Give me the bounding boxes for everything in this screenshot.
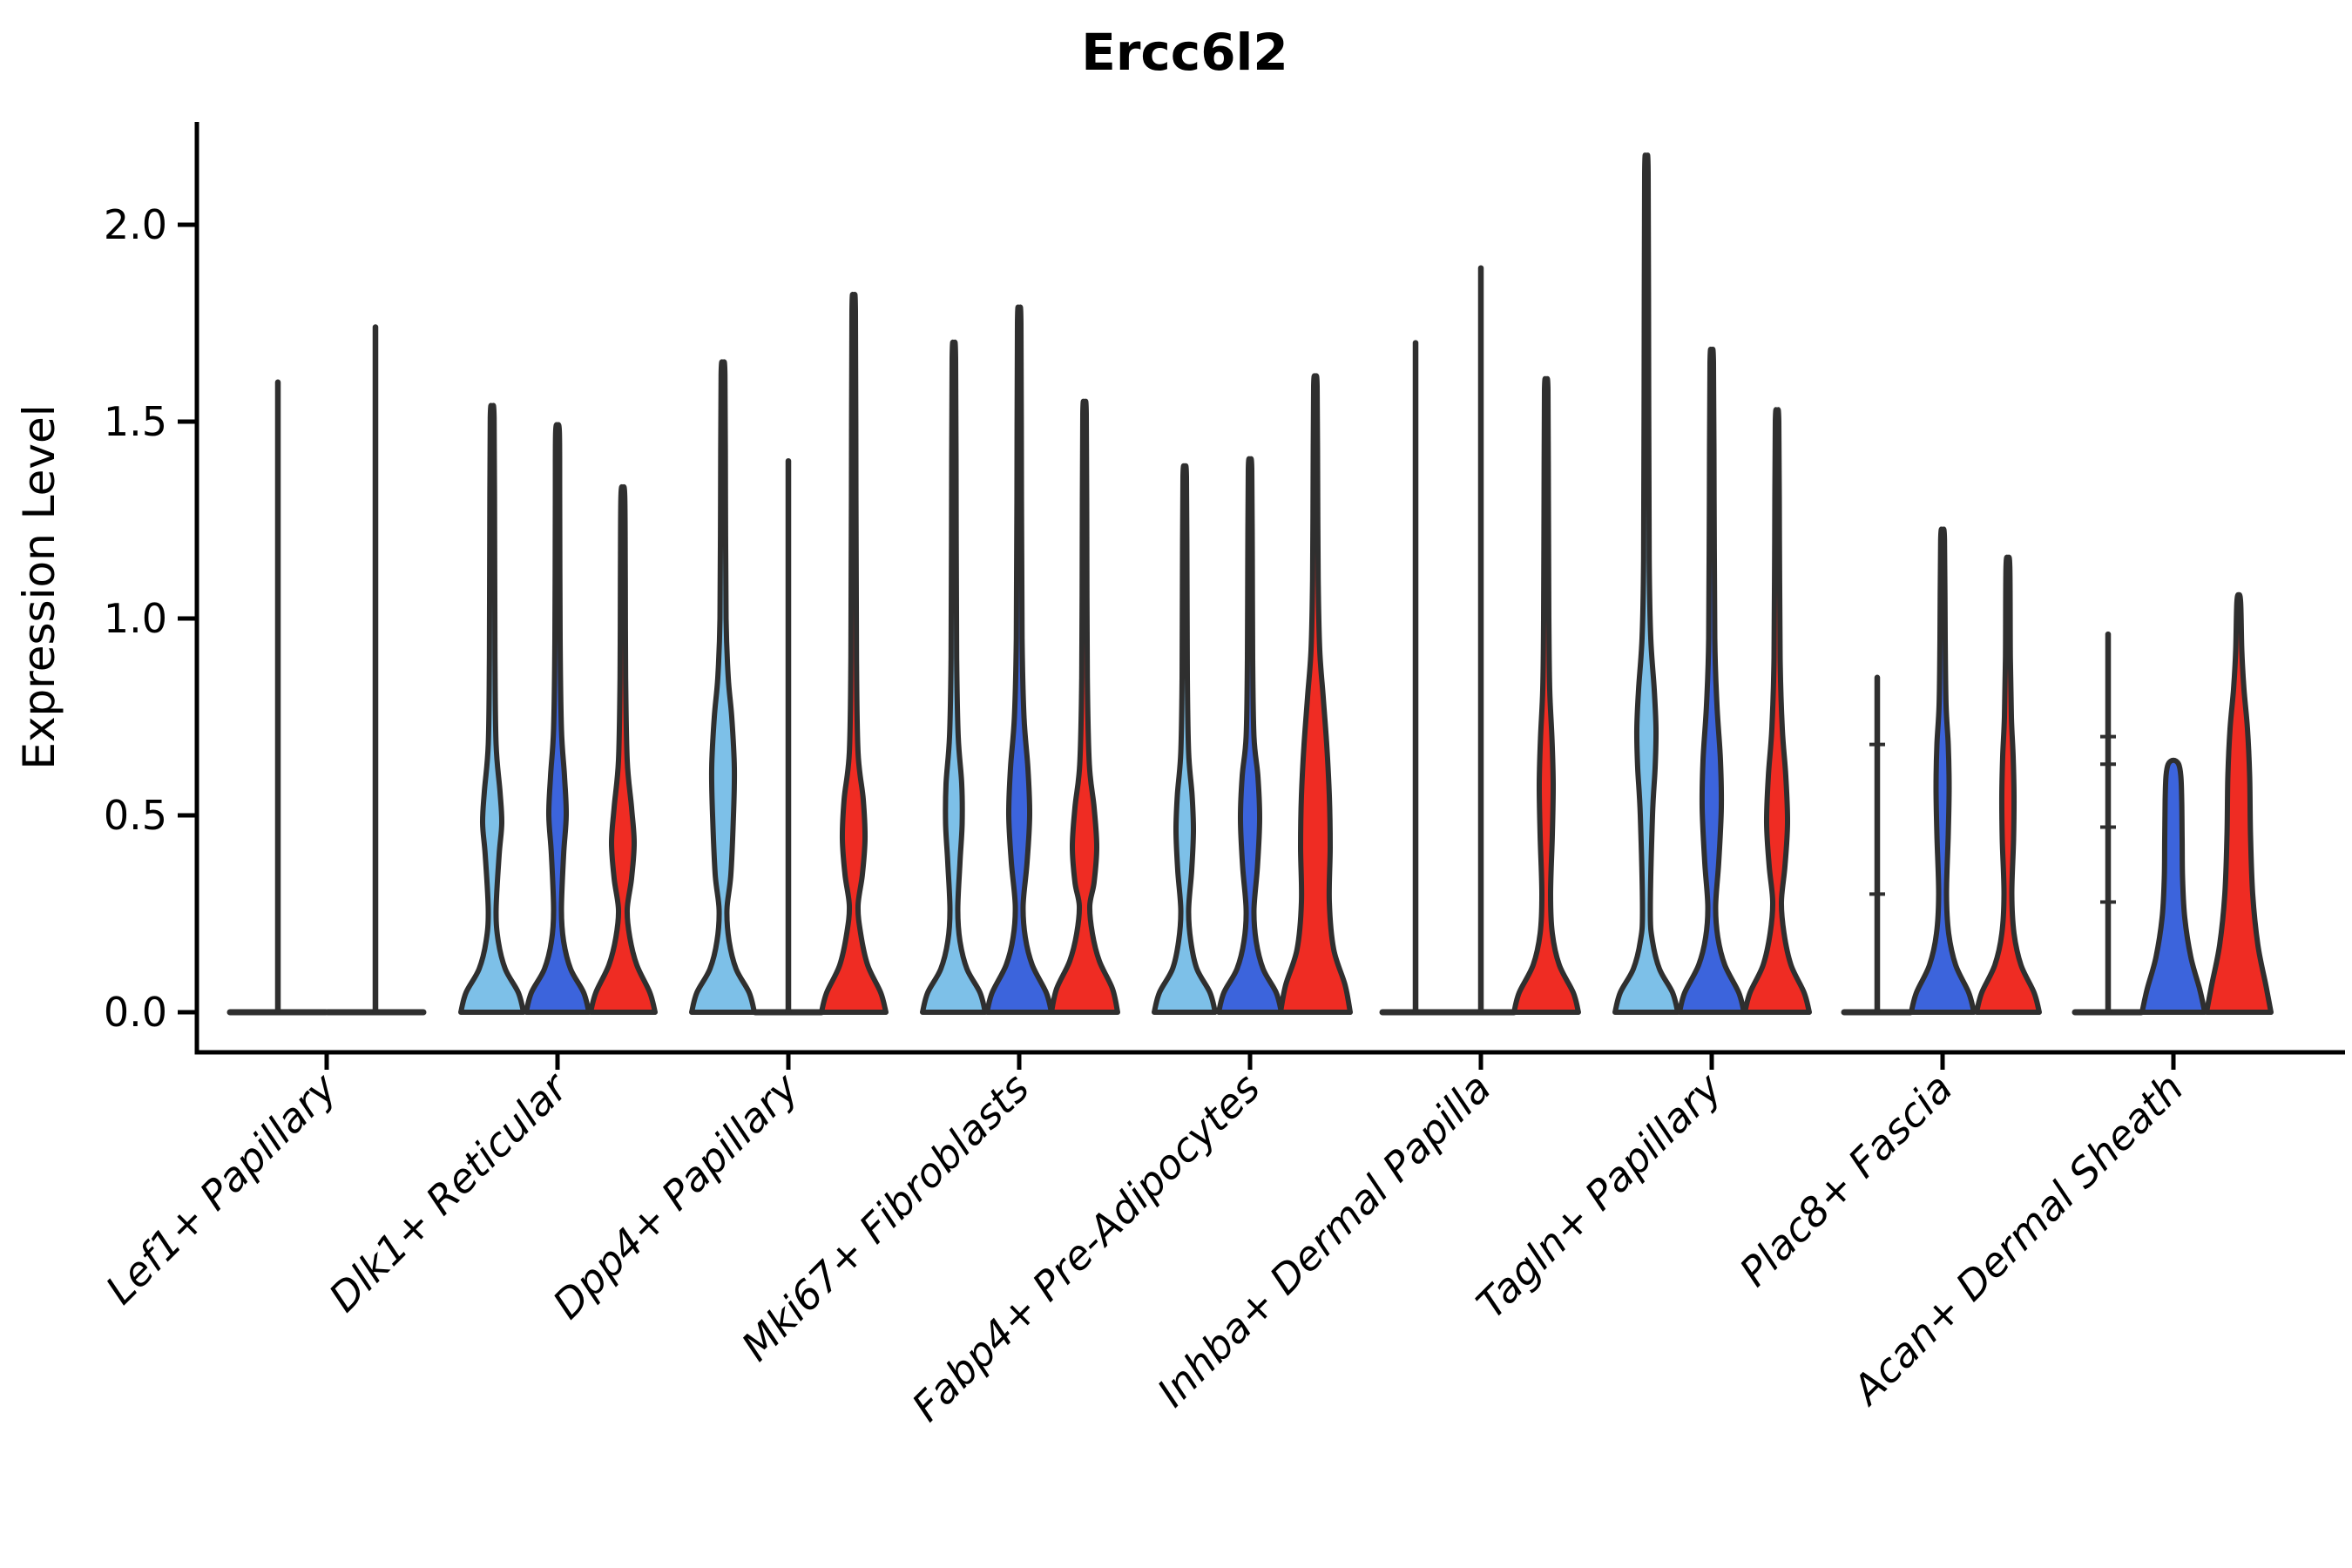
violin-red: [819, 292, 889, 1015]
violin-lightblue: [1152, 463, 1218, 1015]
violin-darkblue: [1677, 347, 1747, 1015]
violin-red: [1049, 398, 1120, 1015]
violins: [226, 152, 2274, 1016]
y-tick-label: 2.0: [104, 201, 167, 248]
violin-lightblue: [920, 340, 988, 1015]
violin-red: [2204, 591, 2274, 1015]
violin-lightblue: [458, 402, 526, 1015]
violin-lightblue: [1612, 152, 1680, 1015]
violin-red: [1511, 375, 1581, 1015]
x-tick-label: Dlk1+ Reticular: [320, 1062, 578, 1321]
x-tick-label: Lef1+ Papillary: [97, 1064, 346, 1313]
violin-red: [1278, 373, 1353, 1015]
x-tick-label: Plac8+ Fascia: [1730, 1064, 1961, 1295]
violin-darkblue: [1909, 526, 1977, 1015]
x-tick-label: Dpp4+ Papillary: [544, 1064, 808, 1328]
violin-red: [1742, 407, 1812, 1015]
violin-red: [588, 483, 658, 1015]
y-tick-label: 0.0: [104, 989, 167, 1036]
violin-darkblue: [984, 304, 1054, 1015]
violin-darkblue: [1216, 456, 1284, 1015]
violin-lightblue: [689, 359, 757, 1015]
violin-darkblue: [524, 422, 591, 1015]
chart-title: Ercc6l2: [1081, 23, 1288, 82]
x-tick-label: Tagln+ Papillary: [1467, 1064, 1731, 1328]
y-axis-label: Expression Level: [14, 404, 64, 769]
y-tick-label: 1.5: [104, 398, 167, 445]
y-tick-label: 0.5: [104, 792, 167, 839]
y-tick-label: 1.0: [104, 595, 167, 642]
violin-darkblue: [2139, 757, 2207, 1015]
violin-red: [1974, 554, 2042, 1015]
